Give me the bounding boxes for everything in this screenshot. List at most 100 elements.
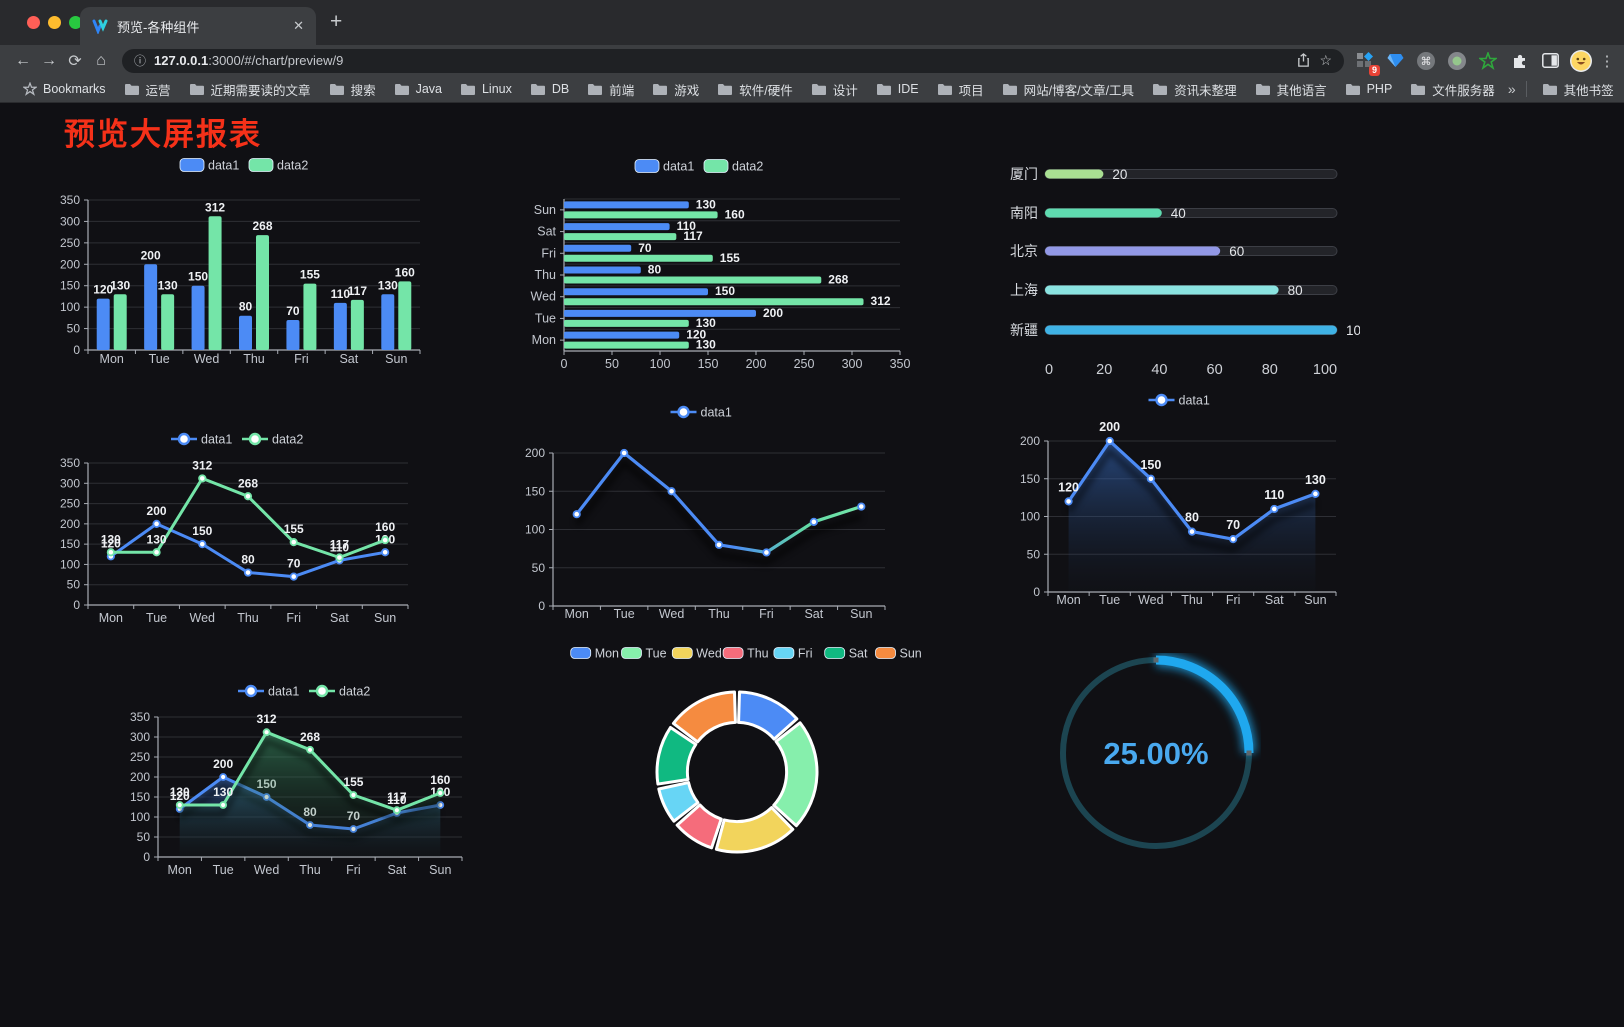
svg-text:200: 200 <box>1099 420 1120 434</box>
svg-text:60: 60 <box>1207 362 1223 378</box>
extensions-puzzle-icon[interactable] <box>1507 49 1531 73</box>
chart-line-dual: data1 data2 0 50 100 150 200 250 300 350 Mon Tue Wed… <box>45 425 415 640</box>
bookmarks-manager[interactable]: Bookmarks <box>14 79 115 99</box>
legend-item-data2[interactable]: data2 <box>248 158 308 172</box>
bookmark-folder[interactable]: 搜索 <box>320 79 385 99</box>
donut-slice-Sun[interactable] <box>671 690 737 744</box>
legend-item-data2[interactable]: data2 <box>309 684 370 698</box>
legend-item-Fri[interactable]: Fri <box>773 646 813 660</box>
bookmark-folder[interactable]: 资讯未整理 <box>1143 79 1246 99</box>
site-info-icon[interactable]: ⓘ <box>134 54 147 68</box>
side-panel-icon[interactable] <box>1538 49 1562 73</box>
svg-text:350: 350 <box>130 710 150 724</box>
legend-item-Sat[interactable]: Sat <box>824 646 868 660</box>
bookmarks-overflow-chevron[interactable]: » <box>1507 81 1516 97</box>
bookmark-folder[interactable]: 软件/硬件 <box>708 79 801 99</box>
page-content: 预览大屏报表 data1 data2 0 50 100 150 200 250 300 350 Mo… <box>0 103 1624 1027</box>
svg-text:130: 130 <box>101 532 121 546</box>
svg-text:Wed: Wed <box>531 290 557 304</box>
svg-text:Sat: Sat <box>804 607 823 621</box>
legend-item-data1[interactable]: data1 <box>1148 393 1210 407</box>
back-button[interactable]: ← <box>15 51 31 69</box>
bookmark-folder[interactable]: PHP <box>1336 79 1402 99</box>
svg-text:268: 268 <box>238 476 258 490</box>
svg-text:268: 268 <box>828 273 848 287</box>
bookmark-folder[interactable]: 项目 <box>928 79 993 99</box>
legend-item-data1[interactable]: data1 <box>670 405 732 419</box>
legend-item-data1[interactable]: data1 <box>238 684 299 698</box>
bookmark-folder[interactable]: 前端 <box>578 79 643 99</box>
legend-item-data1[interactable]: data1 <box>179 158 239 172</box>
extension-command-icon[interactable]: ⌘ <box>1414 49 1438 73</box>
donut-slice-Tue[interactable] <box>772 721 819 828</box>
svg-text:Sat: Sat <box>330 611 349 625</box>
home-button[interactable]: ⌂ <box>96 51 106 69</box>
extension-gem-icon[interactable] <box>1383 49 1407 73</box>
svg-text:0: 0 <box>73 343 80 357</box>
donut-slice-Thu[interactable] <box>675 803 723 850</box>
folder-icon <box>1002 83 1017 95</box>
legend-item-data2[interactable]: data2 <box>703 159 763 173</box>
bookmark-folder[interactable]: 设计 <box>802 79 867 99</box>
extension-grid-icon[interactable]: 9 <box>1352 49 1380 76</box>
bookmark-folder[interactable]: 其他语言 <box>1246 79 1336 99</box>
donut-slice-Wed[interactable] <box>714 806 795 854</box>
donut-slice-Fri[interactable] <box>657 781 700 823</box>
legend-item-Mon[interactable]: Mon <box>570 646 619 660</box>
bookmark-folder[interactable]: 近期需要读的文章 <box>180 79 320 99</box>
svg-text:南阳: 南阳 <box>1010 205 1038 221</box>
legend-item-Thu[interactable]: Thu <box>722 646 769 660</box>
svg-text:新疆: 新疆 <box>1010 322 1038 338</box>
donut-slice-Sat[interactable] <box>655 726 698 786</box>
traffic-lights <box>27 16 82 29</box>
legend-item-Tue[interactable]: Tue <box>621 646 667 660</box>
legend-item-data2[interactable]: data2 <box>242 432 303 446</box>
tab-close-icon[interactable]: ✕ <box>293 18 304 33</box>
menu-kebab-icon[interactable]: ⋮ <box>1599 52 1615 70</box>
bookmark-folder[interactable]: 运营 <box>115 79 180 99</box>
svg-text:100: 100 <box>525 523 545 537</box>
svg-text:20: 20 <box>1096 362 1112 378</box>
bookmark-folder[interactable]: 游戏 <box>643 79 708 99</box>
bookmark-folder[interactable]: IDE <box>867 79 928 99</box>
svg-text:100: 100 <box>60 300 80 314</box>
legend-item-data1[interactable]: data1 <box>634 159 694 173</box>
donut-slice-Mon[interactable] <box>737 690 799 741</box>
svg-text:120: 120 <box>93 283 113 297</box>
bookmark-folder[interactable]: 文件服务器 <box>1401 79 1504 99</box>
bookmark-folder[interactable]: 网站/博客/文章/工具 <box>993 79 1143 99</box>
url-bar[interactable]: ⓘ 127.0.0.1:3000/#/chart/preview/9 ☆ <box>122 48 1344 73</box>
maximize-window-button[interactable] <box>69 16 82 29</box>
svg-text:80: 80 <box>1262 362 1278 378</box>
extension-star-icon[interactable] <box>1476 49 1500 73</box>
reload-button[interactable]: ⟳ <box>68 52 82 70</box>
bookmark-star-icon[interactable]: ☆ <box>1319 52 1332 68</box>
bookmark-folder[interactable]: Linux <box>451 79 521 99</box>
folder-icon <box>329 83 344 95</box>
svg-text:160: 160 <box>395 265 415 279</box>
other-bookmarks-folder[interactable]: 其他书签 <box>1533 79 1623 99</box>
forward-button[interactable]: → <box>41 51 57 69</box>
svg-text:Sat: Sat <box>1265 593 1284 607</box>
bookmark-folder[interactable]: Java <box>385 79 451 99</box>
share-icon[interactable] <box>1296 53 1311 68</box>
svg-text:160: 160 <box>725 207 745 221</box>
legend-item-Wed[interactable]: Wed <box>671 646 722 660</box>
bookmark-folder-label: 近期需要读的文章 <box>210 83 311 98</box>
svg-text:Thu: Thu <box>747 646 769 660</box>
bookmark-folder[interactable]: DB <box>521 79 578 99</box>
svg-text:Mon: Mon <box>100 352 124 366</box>
profile-avatar[interactable] <box>1569 49 1593 73</box>
browser-tab[interactable]: 预览-各种组件 ✕ <box>80 7 316 45</box>
chart-gauge: 25.00% <box>1056 653 1261 858</box>
legend-item-Sun[interactable]: Sun <box>875 646 922 660</box>
svg-text:⌘: ⌘ <box>1421 56 1432 68</box>
svg-text:150: 150 <box>188 270 208 284</box>
close-window-button[interactable] <box>27 16 40 29</box>
extension-record-icon[interactable] <box>1445 49 1469 73</box>
chart-bar-horizontal: data1 data2 0 50 100 150 200 250 300 350 Mon 120 130… <box>505 150 915 371</box>
new-tab-button[interactable]: + <box>330 10 343 33</box>
minimize-window-button[interactable] <box>48 16 61 29</box>
svg-text:50: 50 <box>67 322 81 336</box>
legend-item-data1[interactable]: data1 <box>171 432 232 446</box>
